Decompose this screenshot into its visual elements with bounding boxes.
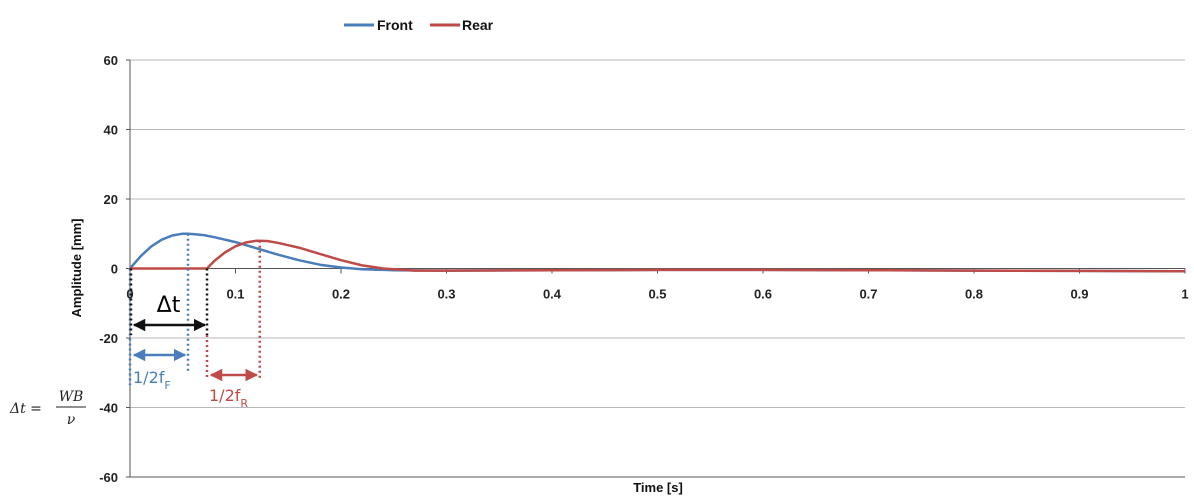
x-tick-label: 0.7: [859, 287, 877, 302]
x-tick-label: 0.1: [226, 287, 244, 302]
series-line-front: [129, 232, 1186, 273]
front-period-subscript: F: [164, 379, 170, 392]
delta-t-label: Δt: [157, 293, 181, 318]
rear-period-subscript: R: [240, 397, 248, 410]
formula-denominator: ν: [67, 412, 76, 428]
x-tick-label: 1: [1181, 287, 1188, 302]
y-tick-label: -60: [99, 470, 118, 485]
legend-label-rear: Rear: [462, 17, 494, 33]
x-tick-label: 0.9: [1070, 287, 1088, 302]
x-tick-labels: 00.10.20.30.40.50.60.70.80.91: [126, 287, 1188, 302]
x-tick-label: 0.8: [965, 287, 983, 302]
x-axis-title: Time [s]: [633, 480, 683, 495]
x-tick-label: 0.5: [648, 287, 666, 302]
x-tick-label: 0.4: [543, 287, 562, 302]
y-tick-label: 0: [111, 262, 118, 277]
y-tick-labels: 60 40 20 0 -20 -40 -60: [99, 53, 118, 485]
series-lines: [129, 232, 1186, 273]
legend: Front Rear: [344, 17, 494, 33]
y-tick-label: -20: [99, 331, 118, 346]
front-period-label: 1/2fF: [133, 368, 171, 392]
annotations: Δt 1/2fF 1/2fR: [128, 233, 262, 410]
y-axis-title: Amplitude [mm]: [69, 219, 84, 318]
rear-period-label: 1/2fR: [209, 386, 248, 410]
y-tick-label: 60: [104, 53, 118, 68]
x-tick-label: 0.6: [754, 287, 772, 302]
y-tick-label: 20: [104, 192, 118, 207]
delta-t-formula: Δt = WB ν: [9, 389, 86, 428]
series-line-rear: [130, 239, 1186, 273]
y-tick-label: 40: [104, 123, 118, 138]
formula-numerator: WB: [59, 389, 84, 405]
legend-label-front: Front: [377, 17, 413, 33]
y-tick-label: -40: [99, 401, 118, 416]
formula-lhs: Δt =: [9, 401, 42, 417]
x-tick-label: 0.3: [437, 287, 455, 302]
axes: [126, 59, 1186, 478]
x-tick-label: 0.2: [332, 287, 350, 302]
